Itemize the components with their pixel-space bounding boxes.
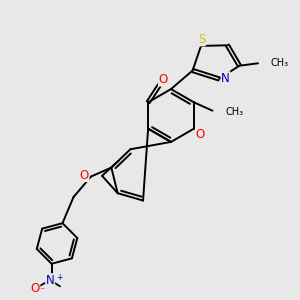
Text: S: S — [198, 33, 205, 46]
Text: N: N — [221, 72, 230, 85]
Text: O: O — [158, 73, 168, 86]
Text: ⁻: ⁻ — [39, 286, 45, 296]
Text: O: O — [80, 169, 89, 182]
Text: +: + — [56, 273, 62, 282]
Text: O: O — [196, 128, 205, 141]
Text: CH₃: CH₃ — [271, 58, 289, 68]
Text: CH₃: CH₃ — [225, 107, 243, 117]
Text: O: O — [31, 282, 40, 295]
Text: N: N — [46, 274, 55, 287]
